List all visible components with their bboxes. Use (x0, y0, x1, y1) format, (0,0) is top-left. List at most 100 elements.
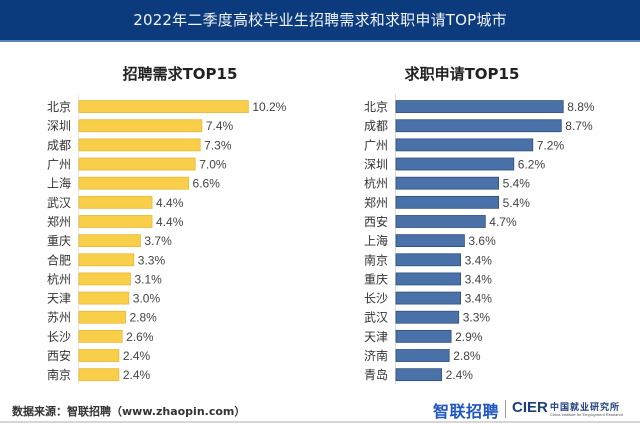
value-label: 8.8% (567, 100, 595, 114)
bar (395, 176, 499, 190)
value-label: 2.4% (123, 368, 151, 382)
category-label: 重庆 (364, 272, 388, 286)
category-label: 南京 (47, 367, 71, 382)
value-label: 3.4% (465, 272, 493, 286)
bar (395, 329, 452, 343)
category-label: 重庆 (47, 234, 71, 248)
value-label: 2.4% (446, 368, 474, 382)
bar (78, 195, 153, 209)
page-title: 2022年二季度高校毕业生招聘需求和求职申请TOP城市 (0, 0, 640, 42)
right-chart-title: 求职申请TOP15 (404, 65, 520, 83)
category-label: 成都 (47, 138, 71, 152)
bar (395, 157, 515, 171)
value-label: 3.3% (463, 311, 491, 325)
cier-logo-cn-text: 中国就业研究所 (550, 403, 621, 413)
value-label: 3.3% (138, 253, 166, 267)
value-label: 6.2% (518, 158, 546, 172)
category-label: 上海 (47, 176, 71, 191)
bar (78, 119, 203, 133)
cier-logo-en-text: China Institute for Employment Research (550, 412, 623, 417)
left-chart-title: 招聘需求TOP15 (122, 65, 238, 83)
category-label: 北京 (47, 100, 71, 114)
category-label: 成都 (364, 119, 388, 133)
category-label: 杭州 (364, 176, 388, 191)
category-label: 天津 (364, 330, 388, 344)
category-label: 长沙 (47, 330, 71, 344)
bar (78, 234, 141, 248)
value-label: 2.8% (453, 349, 481, 363)
value-label: 3.4% (465, 292, 493, 306)
bar (78, 138, 201, 152)
data-source-note: 数据来源：智联招聘（www.zhaopin.com） (12, 405, 246, 418)
bar (78, 349, 120, 362)
bar (78, 176, 189, 190)
bar (78, 329, 123, 343)
value-label: 2.9% (455, 330, 483, 344)
value-label: 3.6% (468, 234, 496, 248)
category-label: 广州 (364, 138, 388, 152)
category-label: 长沙 (364, 292, 388, 306)
category-label: 南京 (364, 252, 388, 267)
bar (395, 349, 450, 362)
value-label: 5.4% (503, 177, 531, 191)
value-label: 8.7% (565, 119, 593, 133)
value-label: 2.4% (123, 349, 151, 363)
category-label: 郑州 (364, 195, 388, 210)
category-label: 武汉 (47, 196, 71, 210)
value-label: 4.7% (489, 215, 517, 229)
bar (395, 310, 460, 324)
cier-logo: CIER (512, 399, 548, 416)
bar (395, 291, 461, 305)
footer-divider (0, 421, 640, 423)
bar (78, 215, 153, 228)
value-label: 3.7% (144, 234, 172, 248)
value-label: 2.8% (129, 311, 157, 325)
zhaopin-logo: 智联招聘 (433, 402, 500, 421)
category-label: 郑州 (47, 214, 71, 229)
logo-divider (505, 400, 506, 418)
bar (78, 368, 120, 382)
bar (395, 272, 461, 286)
category-label: 武汉 (364, 311, 388, 325)
category-label: 深圳 (364, 158, 388, 172)
value-label: 3.4% (465, 253, 493, 267)
category-label: 济南 (364, 348, 388, 363)
bar (78, 157, 196, 171)
bar (78, 272, 131, 286)
value-label: 6.6% (193, 177, 221, 191)
value-label: 5.4% (503, 196, 531, 210)
bar (395, 253, 461, 267)
value-label: 2.6% (126, 330, 154, 344)
category-label: 广州 (47, 158, 71, 172)
bar (78, 291, 130, 305)
value-label: 3.1% (134, 272, 162, 286)
value-label: 7.3% (204, 138, 232, 152)
value-label: 7.0% (199, 158, 227, 172)
bar (395, 368, 442, 382)
category-label: 西安 (47, 348, 71, 363)
category-label: 天津 (47, 292, 71, 306)
bar (395, 234, 465, 248)
bar (395, 138, 534, 152)
category-label: 苏州 (47, 311, 71, 325)
category-label: 北京 (364, 100, 388, 114)
category-label: 西安 (364, 214, 388, 229)
value-label: 7.2% (537, 138, 565, 152)
bar (395, 215, 486, 228)
value-label: 7.4% (206, 119, 234, 133)
category-label: 上海 (364, 233, 388, 248)
bar (395, 100, 564, 113)
recruitment-demand-chart: 北京 10.2% 深圳 7.4% 成都 7.3% 广州 7.0% 上海 6.6% 武汉 4.4% 郑州 4… (47, 94, 287, 385)
category-label: 杭州 (47, 271, 71, 286)
value-label: 4.4% (156, 196, 184, 210)
bar (395, 195, 499, 209)
category-label: 青岛 (364, 367, 388, 382)
category-label: 深圳 (47, 119, 71, 133)
value-label: 10.2% (252, 100, 286, 114)
job-application-chart: 北京 8.8% 成都 8.7% 广州 7.2% 深圳 6.2% 杭州 5.4% 郑州 5.4% 西安 4.… (364, 94, 595, 385)
bar (78, 310, 126, 324)
value-label: 3.0% (133, 292, 161, 306)
bar (395, 119, 562, 133)
bar (78, 100, 249, 113)
